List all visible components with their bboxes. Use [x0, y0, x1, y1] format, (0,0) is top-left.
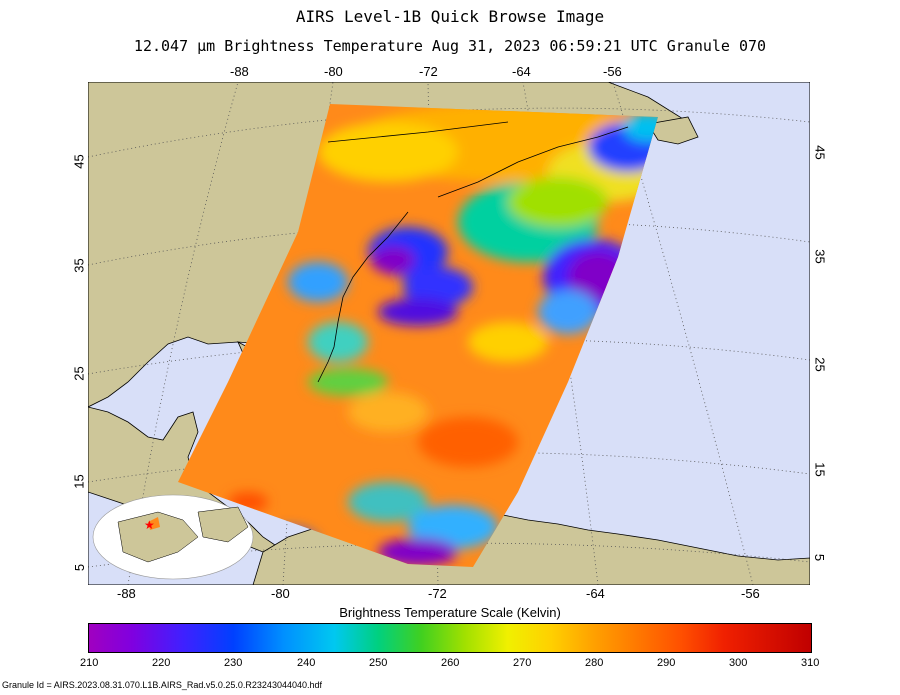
top-lon-tick: -80 — [324, 64, 343, 79]
grid-lat-35 — [88, 221, 810, 266]
bottom-lon-tick: -64 — [586, 586, 605, 601]
colorbar-tick: 260 — [441, 657, 460, 669]
top-lon-tick: -56 — [603, 64, 622, 79]
right-lat-tick: 15 — [812, 462, 828, 477]
map-panel: ★ — [88, 82, 810, 585]
colorbar-tick: 210 — [80, 657, 99, 669]
colorbar-tick: 290 — [657, 657, 676, 669]
left-lat-tick: 15 — [71, 474, 87, 489]
right-lat-tick: 45 — [812, 145, 828, 160]
colorbar-tick: 300 — [729, 657, 748, 669]
sub-title: 12.047 μm Brightness Temperature Aug 31,… — [133, 37, 767, 55]
granule-id: Granule Id = AIRS.2023.08.31.070.L1B.AIR… — [2, 680, 322, 690]
land-newfoundland — [647, 116, 699, 145]
bottom-lon-tick: -80 — [271, 586, 290, 601]
coast-new-england — [437, 126, 629, 198]
colorbar-tick: 270 — [513, 657, 532, 669]
top-lon-tick: -88 — [230, 64, 249, 79]
bottom-lon-tick: -72 — [428, 586, 447, 601]
border-us-canada — [327, 121, 509, 143]
colorbar-tick: 310 — [801, 657, 820, 669]
right-lat-tick: 5 — [812, 553, 828, 562]
top-lon-tick: -72 — [419, 64, 438, 79]
coastlines — [317, 121, 629, 383]
colorbar-tick: 220 — [152, 657, 171, 669]
colorbar-tick: 280 — [585, 657, 604, 669]
right-lat-tick: 35 — [812, 249, 828, 264]
bottom-lon-tick: -56 — [741, 586, 760, 601]
colorbar-title: Brightness Temperature Scale (Kelvin) — [339, 605, 561, 620]
left-lat-tick: 25 — [71, 366, 87, 381]
colorbar-tick: 250 — [369, 657, 388, 669]
left-lat-tick: 35 — [71, 258, 87, 273]
grid-lat-5 — [88, 542, 810, 568]
bottom-lon-tick: -88 — [117, 586, 136, 601]
colorbar-tick: 240 — [297, 657, 316, 669]
grid-lon-88 — [127, 82, 239, 585]
left-lat-tick: 5 — [72, 563, 88, 572]
left-lat-tick: 45 — [71, 154, 87, 169]
right-lat-tick: 25 — [812, 357, 828, 372]
main-title: AIRS Level-1B Quick Browse Image — [295, 7, 605, 26]
top-lon-tick: -64 — [512, 64, 531, 79]
colorbar — [88, 623, 812, 653]
inset-globe: ★ — [92, 494, 254, 580]
inset-marker: ★ — [144, 518, 155, 532]
swath — [178, 104, 658, 567]
coast-us-east — [317, 211, 409, 383]
colorbar-tick: 230 — [224, 657, 243, 669]
